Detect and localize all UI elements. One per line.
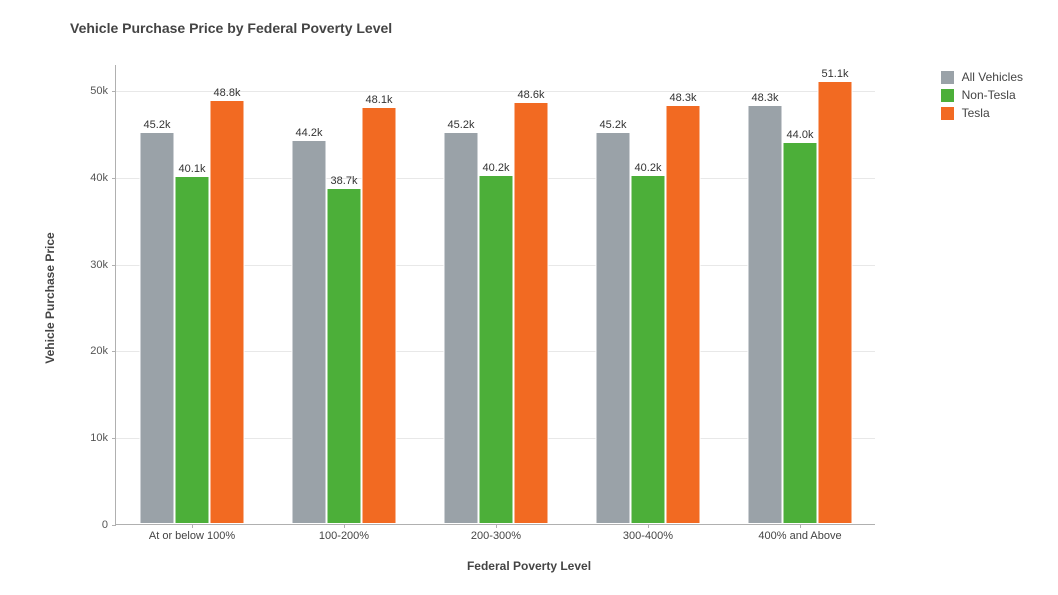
bar-value-label: 45.2k	[448, 119, 475, 131]
ytick-label: 50k	[90, 85, 108, 97]
bar-group: 400% and Above48.3k44.0k51.1k	[724, 65, 876, 524]
category-label: 400% and Above	[758, 530, 841, 542]
bar: 40.2k	[479, 175, 514, 524]
bar-value-label: 40.2k	[483, 162, 510, 174]
bar-value-label: 44.2k	[296, 127, 323, 139]
bars-wrap: 48.3k44.0k51.1k	[748, 65, 853, 524]
bar-group: At or below 100%45.2k40.1k48.8k	[116, 65, 268, 524]
legend-item: Non-Tesla	[941, 88, 1023, 102]
ytick-label: 20k	[90, 345, 108, 357]
legend-swatch	[941, 71, 954, 84]
category-label: 200-300%	[471, 530, 521, 542]
bar-value-label: 48.8k	[214, 87, 241, 99]
legend-label: Tesla	[962, 106, 990, 120]
bars-wrap: 45.2k40.2k48.6k	[444, 65, 549, 524]
bar: 45.2k	[444, 132, 479, 524]
legend-swatch	[941, 107, 954, 120]
bar: 44.2k	[292, 140, 327, 524]
bar-group: 200-300%45.2k40.2k48.6k	[420, 65, 572, 524]
bars-wrap: 44.2k38.7k48.1k	[292, 65, 397, 524]
bar: 48.3k	[748, 105, 783, 524]
bar: 48.1k	[362, 107, 397, 524]
bar-value-label: 51.1k	[822, 68, 849, 80]
xtick-mark	[192, 524, 193, 528]
bar-value-label: 44.0k	[787, 129, 814, 141]
bar-value-label: 40.1k	[179, 163, 206, 175]
plot-area: 010k20k30k40k50kAt or below 100%45.2k40.…	[115, 65, 875, 525]
xtick-mark	[800, 524, 801, 528]
category-label: 100-200%	[319, 530, 369, 542]
bar-value-label: 38.7k	[331, 175, 358, 187]
bar-value-label: 48.3k	[752, 92, 779, 104]
chart-title: Vehicle Purchase Price by Federal Povert…	[70, 20, 1038, 36]
bar-group: 100-200%44.2k38.7k48.1k	[268, 65, 420, 524]
legend-swatch	[941, 89, 954, 102]
ytick-label: 0	[102, 519, 108, 531]
category-label: At or below 100%	[149, 530, 235, 542]
legend-item: Tesla	[941, 106, 1023, 120]
bar: 48.6k	[514, 102, 549, 524]
bar: 40.1k	[175, 176, 210, 524]
bar-value-label: 45.2k	[600, 119, 627, 131]
ytick-label: 10k	[90, 432, 108, 444]
x-axis-label: Federal Poverty Level	[467, 559, 591, 573]
bar: 38.7k	[327, 188, 362, 524]
legend-item: All Vehicles	[941, 70, 1023, 84]
ytick-label: 40k	[90, 172, 108, 184]
bar: 51.1k	[818, 81, 853, 525]
bar: 40.2k	[631, 175, 666, 524]
bars-wrap: 45.2k40.1k48.8k	[140, 65, 245, 524]
bar: 45.2k	[596, 132, 631, 524]
bar: 48.3k	[666, 105, 701, 524]
ytick-mark	[112, 525, 116, 526]
legend-label: Non-Tesla	[962, 88, 1016, 102]
xtick-mark	[648, 524, 649, 528]
y-axis-label: Vehicle Purchase Price	[43, 232, 57, 363]
bar-value-label: 48.6k	[518, 89, 545, 101]
bar-value-label: 48.3k	[670, 92, 697, 104]
bar-value-label: 48.1k	[366, 94, 393, 106]
ytick-label: 30k	[90, 259, 108, 271]
category-label: 300-400%	[623, 530, 673, 542]
bar: 48.8k	[210, 100, 245, 524]
xtick-mark	[496, 524, 497, 528]
xtick-mark	[344, 524, 345, 528]
bar: 45.2k	[140, 132, 175, 524]
legend-label: All Vehicles	[962, 70, 1023, 84]
legend: All Vehicles Non-Tesla Tesla	[941, 70, 1023, 124]
bars-wrap: 45.2k40.2k48.3k	[596, 65, 701, 524]
bar-group: 300-400%45.2k40.2k48.3k	[572, 65, 724, 524]
bar: 44.0k	[783, 142, 818, 524]
bar-value-label: 40.2k	[635, 162, 662, 174]
bar-value-label: 45.2k	[144, 119, 171, 131]
chart-container: Vehicle Purchase Price by Federal Povert…	[20, 20, 1038, 575]
